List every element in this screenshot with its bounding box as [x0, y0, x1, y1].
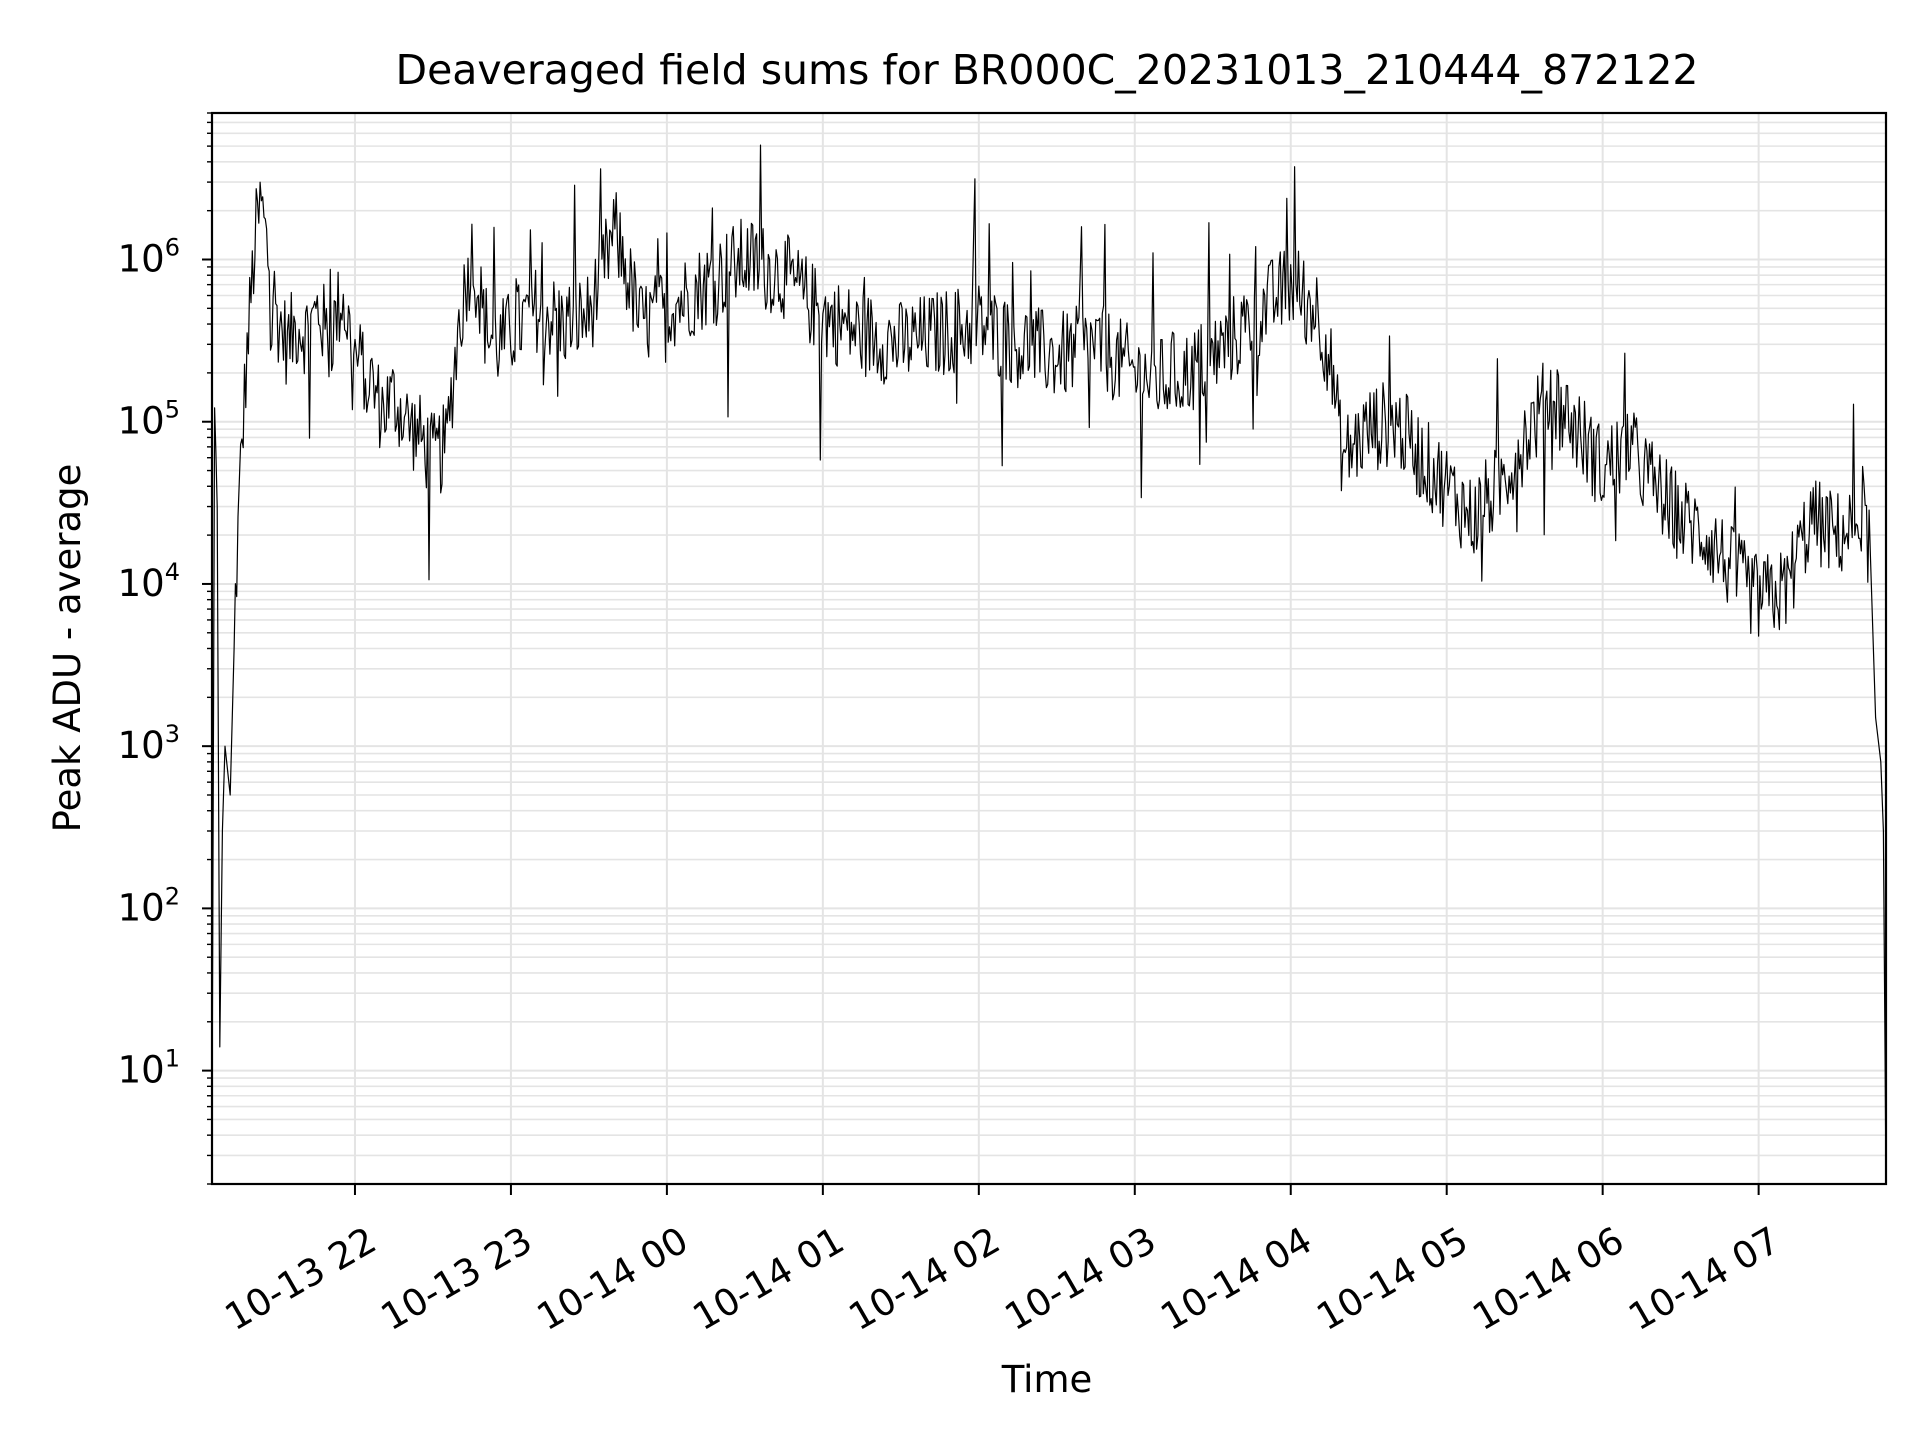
- x-tick-label: 10-14 00: [530, 1219, 696, 1339]
- y-tick-base: 10: [118, 724, 165, 767]
- x-axis-label: Time: [1001, 1358, 1093, 1401]
- grid-minor: [212, 112, 1886, 1185]
- chart-title: Deaveraged field sums for BR000C_2023101…: [396, 46, 1699, 94]
- x-tick-label: 10-13 23: [374, 1219, 540, 1339]
- x-tick-label: 10-14 02: [842, 1219, 1008, 1339]
- x-tick-label: 10-14 03: [998, 1219, 1164, 1339]
- x-tick-label: 10-14 05: [1310, 1219, 1476, 1339]
- x-tick-label: 10-14 01: [686, 1219, 852, 1339]
- y-tick-label: 103: [118, 720, 180, 767]
- x-tick-label: 10-13 22: [218, 1219, 384, 1339]
- y-tick-exponent: 1: [165, 1045, 180, 1073]
- y-axis-label: Peak ADU - average: [46, 464, 89, 833]
- y-tick-label: 104: [118, 558, 180, 605]
- y-tick-exponent: 6: [165, 234, 180, 262]
- series-line: [211, 144, 1887, 1185]
- y-tick-base: 10: [118, 400, 165, 443]
- series-trace: [211, 144, 1887, 1185]
- y-tick-label: 102: [118, 882, 180, 929]
- y-tick-label: 101: [118, 1045, 180, 1092]
- grid-major: [212, 113, 1886, 1184]
- y-tick-exponent: 4: [165, 558, 180, 586]
- y-tick-base: 10: [118, 886, 165, 929]
- x-tick-label: 10-14 07: [1621, 1219, 1787, 1339]
- y-tick-label: 105: [118, 396, 180, 443]
- y-tick-base: 10: [118, 1049, 165, 1092]
- y-tick-label: 106: [118, 234, 180, 281]
- x-tick-label: 10-14 06: [1465, 1219, 1631, 1339]
- y-tick-base: 10: [118, 238, 165, 281]
- y-tick-exponent: 5: [165, 396, 180, 424]
- y-tick-exponent: 3: [165, 720, 180, 748]
- y-tick-exponent: 2: [165, 882, 180, 910]
- y-tick-base: 10: [118, 562, 165, 605]
- x-tick-label: 10-14 04: [1154, 1219, 1320, 1339]
